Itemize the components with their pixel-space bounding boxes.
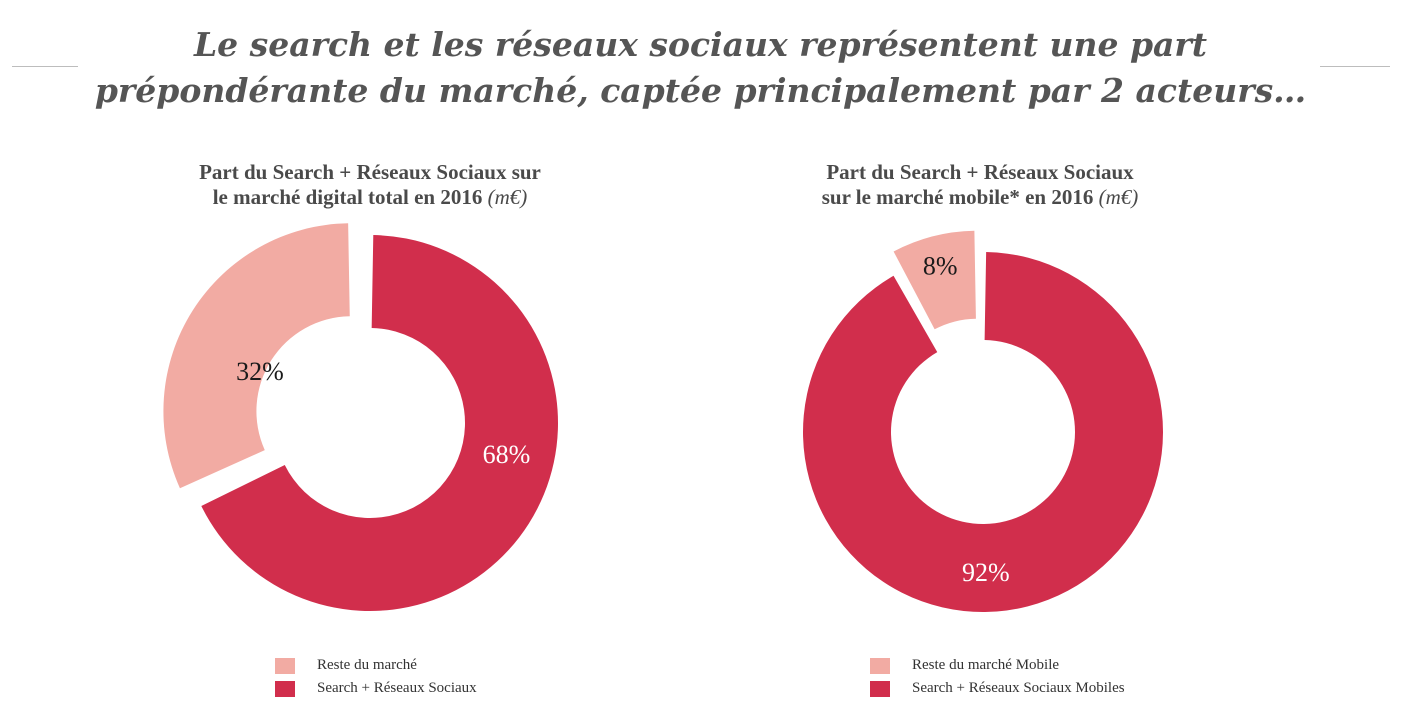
legend-swatch	[275, 657, 295, 674]
page-title: Le search et les réseaux sociaux représe…	[0, 22, 1401, 114]
chart1-unit: (m€)	[487, 185, 528, 209]
chart2-unit: (m€)	[1098, 185, 1139, 209]
chart2-label-rest: 8%	[923, 251, 958, 280]
legend-label: Reste du marché Mobile	[912, 657, 1060, 673]
legend-swatch	[870, 657, 890, 674]
chart2-title: Part du Search + Réseaux Sociaux sur le …	[730, 160, 1230, 210]
title-rule-left	[12, 66, 78, 67]
chart2-legend: Reste du marché Mobile Search + Réseaux …	[870, 654, 1125, 700]
donut-charts: 68% 32% 92% 8%	[163, 223, 1164, 613]
legend-swatch	[275, 680, 295, 697]
chart1-label-search: 68%	[483, 440, 531, 469]
legend-label: Search + Réseaux Sociaux Mobiles	[912, 680, 1125, 696]
chart2-slice-search	[803, 252, 1164, 613]
chart1-title-line2: le marché digital total en 2016	[212, 185, 483, 209]
legend-label: Search + Réseaux Sociaux	[317, 680, 477, 696]
chart1-legend: Reste du marché Search + Réseaux Sociaux	[275, 654, 477, 700]
chart2-title-line2: sur le marché mobile* en 2016	[821, 185, 1094, 209]
chart1-title: Part du Search + Réseaux Sociaux sur le …	[120, 160, 620, 210]
chart1-legend-item-rest: Reste du marché	[275, 654, 477, 677]
chart1-legend-item-search: Search + Réseaux Sociaux	[275, 677, 477, 700]
chart1-title-line1: Part du Search + Réseaux Sociaux sur	[199, 160, 541, 184]
title-rule-right	[1320, 66, 1390, 67]
chart2-title-line1: Part du Search + Réseaux Sociaux	[826, 160, 1134, 184]
chart2-label-search: 92%	[962, 558, 1010, 587]
page-title-line1: Le search et les réseaux sociaux représe…	[193, 25, 1208, 64]
chart2-legend-item-rest: Reste du marché Mobile	[870, 654, 1125, 677]
page-title-line2: prépondérante du marché, captée principa…	[94, 71, 1307, 110]
chart2-slice-rest	[893, 230, 976, 330]
chart1-label-rest: 32%	[236, 357, 284, 386]
legend-swatch	[870, 680, 890, 697]
legend-label: Reste du marché	[317, 657, 417, 673]
chart2-legend-item-search: Search + Réseaux Sociaux Mobiles	[870, 677, 1125, 700]
chart1-slice-rest	[163, 223, 350, 489]
chart1-slice-search	[201, 235, 559, 611]
